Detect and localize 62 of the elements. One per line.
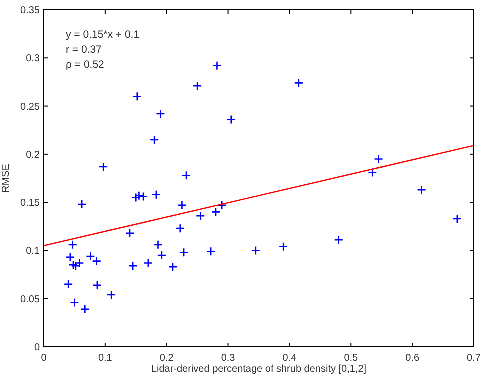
point <box>77 200 87 210</box>
point <box>179 248 189 258</box>
x-tick-label: 0.7 <box>467 353 482 364</box>
point <box>226 115 236 124</box>
y-tick-label: 0.35 <box>20 6 40 16</box>
y-axis-title: RMSE <box>1 164 12 193</box>
y-tick-label: 0.05 <box>20 294 40 306</box>
point <box>92 280 102 290</box>
point <box>98 162 108 172</box>
point <box>138 192 148 202</box>
point <box>334 235 344 245</box>
point <box>157 250 167 260</box>
y-tick-label: 0.15 <box>20 198 40 210</box>
x-axis-title: Lidar-derived percentage of shrub density [0,1,2] <box>151 364 367 375</box>
point <box>150 135 160 145</box>
point <box>64 280 74 290</box>
point <box>212 61 222 70</box>
point <box>168 262 178 272</box>
point <box>154 240 163 250</box>
annotation: ρ = 0.52 <box>66 59 105 71</box>
point <box>144 258 154 268</box>
point <box>66 252 76 262</box>
x-tick-label: 0.2 <box>160 353 174 364</box>
point <box>278 242 288 252</box>
point <box>192 81 202 91</box>
point <box>128 261 138 271</box>
x-tick-label: 0.6 <box>406 353 420 364</box>
point <box>178 200 187 210</box>
point <box>211 208 221 217</box>
x-tick-label: 0 <box>41 353 48 364</box>
x-tick-label: 0.5 <box>344 353 359 364</box>
x-tick-label: 0.4 <box>282 353 298 364</box>
point <box>452 214 462 224</box>
y-tick-label: 0.3 <box>26 54 40 65</box>
annotation: r = 0.37 <box>66 44 102 56</box>
point <box>294 78 304 88</box>
x-tick-label: 0.1 <box>98 353 113 364</box>
point <box>68 260 78 270</box>
point <box>131 193 141 202</box>
point <box>196 211 206 221</box>
point <box>251 246 261 256</box>
point <box>68 240 78 250</box>
point <box>368 168 378 178</box>
point <box>417 185 426 195</box>
point <box>206 247 216 256</box>
y-tick-label: 0.25 <box>20 102 40 113</box>
x-tick-label: 0.3 <box>221 353 236 364</box>
point <box>176 224 186 234</box>
point <box>132 92 142 102</box>
point <box>374 154 384 164</box>
point <box>152 190 162 200</box>
y-tick-label: 0 <box>34 342 40 354</box>
point <box>125 228 135 238</box>
y-tick-label: 0.2 <box>26 150 40 161</box>
point <box>182 170 192 180</box>
point <box>106 290 116 300</box>
point <box>156 109 166 119</box>
annotation: y = 0.15*x + 0.1 <box>66 29 140 41</box>
point <box>70 298 80 308</box>
point <box>80 304 90 314</box>
point <box>217 200 227 210</box>
y-tick-label: 0.1 <box>26 246 40 258</box>
